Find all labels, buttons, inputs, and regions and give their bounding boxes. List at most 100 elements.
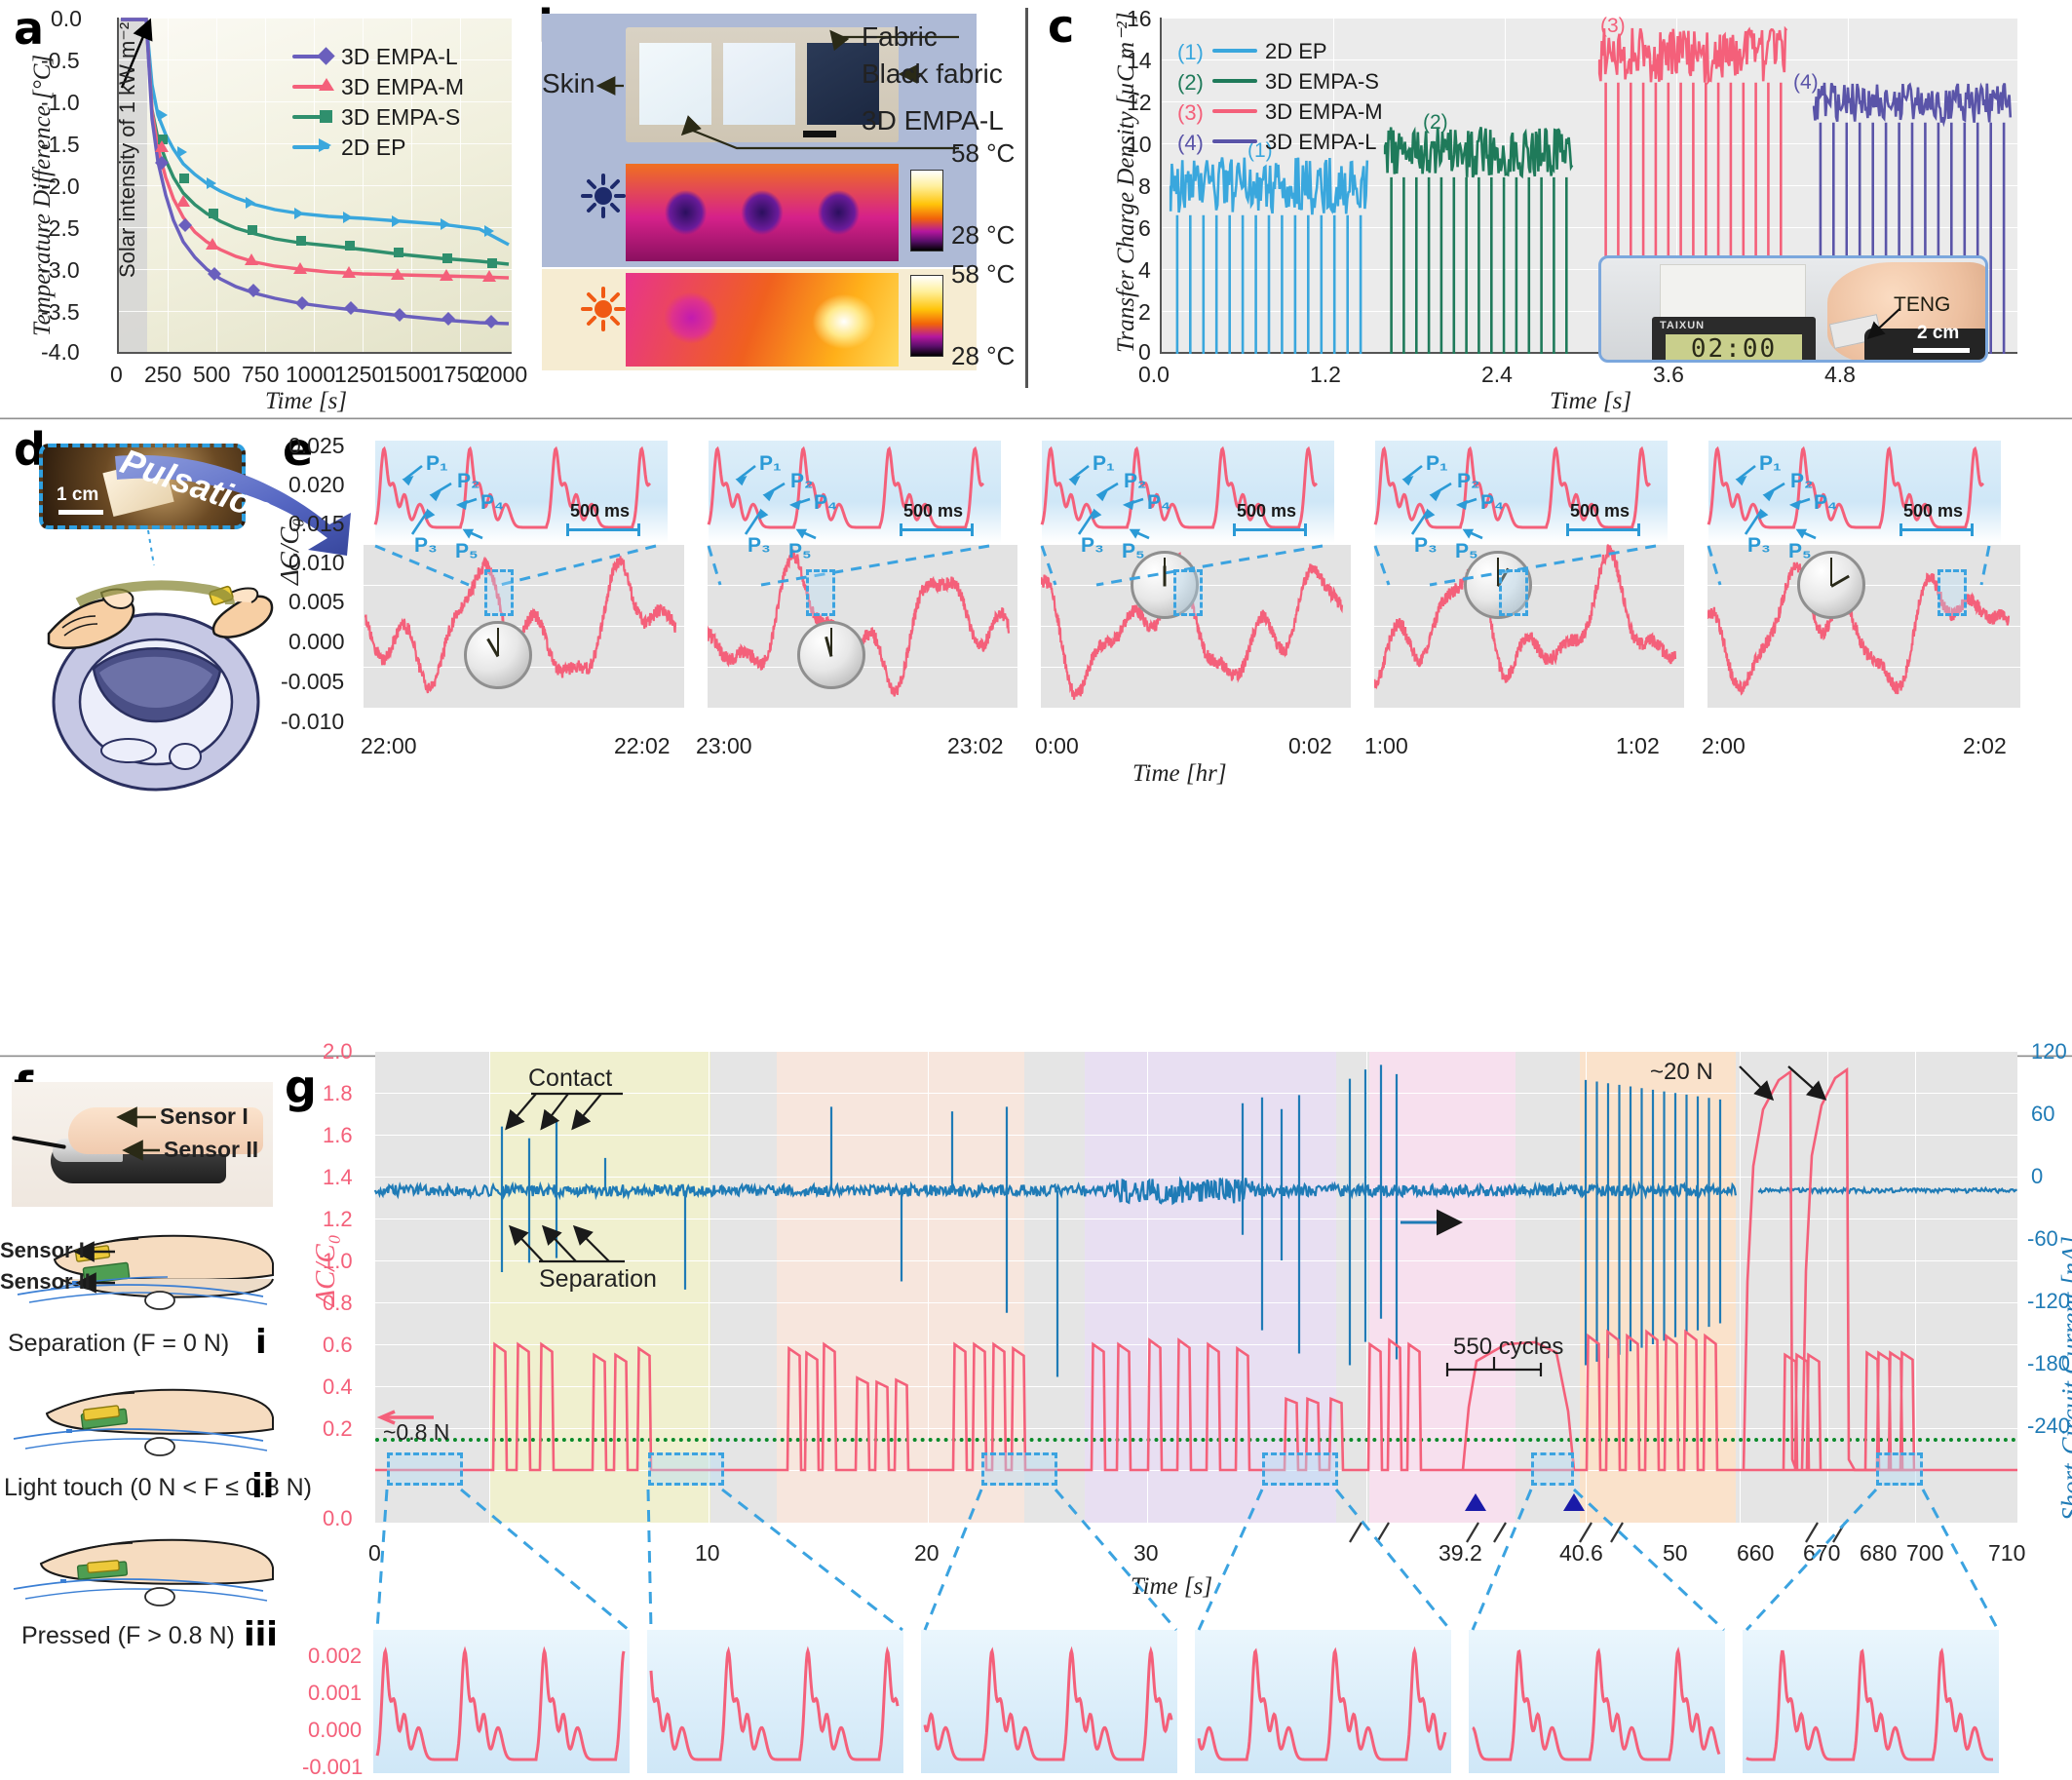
thermal-image-indoor (626, 164, 899, 261)
panel-e-xtick-2b: 0:02 (1288, 733, 1332, 758)
panel-c-group-tag-3: (3) (1600, 15, 1626, 37)
panel-g-left-ytick-10: 0.0 (323, 1506, 353, 1530)
panel-b-label-skin: Skin (542, 68, 595, 98)
panel-g-plot-area: Contact Separation ~0.8 N 550 cycles ~20… (373, 1051, 2017, 1523)
panel-c-xtick-3: 3.6 (1653, 362, 1684, 387)
panel-g-inset-3 (921, 1630, 1177, 1773)
panel-e-ytick-1: 0.020 (288, 472, 345, 497)
panel-c-ylabel: Transfer Charge Density [µC m⁻²] (1113, 12, 1139, 353)
panel-e-xtick-3b: 1:02 (1616, 733, 1660, 758)
panel-f-roman-iii: iii (244, 1615, 278, 1654)
panel-g-annotation-threshold: ~0.8 N (383, 1419, 450, 1445)
panel-g-inset-1 (373, 1630, 630, 1773)
panel-b-label-fabric: Fabric (862, 21, 938, 52)
panel-e-gap-3 (1351, 544, 1374, 708)
panel-e-xtick-1b: 23:02 (947, 733, 1004, 758)
panel-c-ytick-4: 8 (1138, 174, 1151, 199)
panel-b-indoor-thermal-band (542, 160, 977, 267)
panel-c-legend-tag-2: (2) (1177, 70, 1204, 95)
panel-e-xtick-4a: 2:00 (1702, 733, 1746, 758)
clock-face-2 (797, 621, 865, 689)
panel-e-scalebar-cap-left (566, 523, 569, 536)
panel-e-ytick-6: -0.005 (281, 669, 345, 694)
panel-f-sketch-leaders (73, 1241, 115, 1294)
panel-f-caption-ii: Light touch (0 N < F ≤ 0.8 N) (4, 1474, 312, 1501)
panel-e-peak-label-2: P₂ (1457, 470, 1480, 492)
panel-e-peak-label-2: P₂ (790, 470, 814, 492)
scale-bar (803, 131, 836, 137)
panel-e-ylabel: ΔC/C₀ (275, 518, 304, 585)
panel-e-peak-label-3: P₃ (1081, 534, 1104, 557)
section-divider-1 (0, 417, 2072, 420)
panel-e-xtick-1a: 23:00 (696, 733, 752, 758)
panel-a-ytick-4: -2.0 (41, 174, 80, 199)
panel-c-xtick-0: 0.0 (1138, 362, 1170, 387)
panel-c-legend-line-2 (1212, 79, 1257, 83)
moon-sun-indoor-icon (581, 174, 626, 218)
panel-g-left-ytick-1: 1.8 (323, 1081, 353, 1105)
panel-c-legend-label-4: 3D EMPA-L (1265, 130, 1377, 154)
panel-c-xtick-2: 2.4 (1481, 362, 1513, 387)
panel-e-peak-arrows (1401, 464, 1483, 540)
panel-a-ytick-1: -0.5 (41, 48, 80, 73)
panel-g-inset-ytick-2: 0.000 (308, 1718, 363, 1742)
teng-inset-label: TENG (1894, 293, 1951, 316)
colorbar-indoor (910, 170, 943, 252)
panel-c-group-tag-2: (2) (1423, 111, 1448, 134)
panel-e-ytick-0: 0.025 (288, 433, 345, 458)
panel-g-right-ylabel: Short-Circuit Current [nA] (2056, 1235, 2072, 1521)
panel-a-curves (121, 18, 510, 329)
panel-e-peak-label-2: P₂ (1790, 470, 1814, 492)
photo-scalebar-label: 1 cm (57, 484, 99, 505)
legend-label-empa-l: 3D EMPA-L (341, 44, 458, 69)
panel-e-peak-label-5: P₅ (788, 540, 812, 562)
panel-g-left-ytick-8: 0.4 (323, 1374, 353, 1399)
panel-g-left-ytick-9: 0.2 (323, 1416, 353, 1441)
panel-a-preheat-shade (119, 18, 147, 352)
panel-e-scalebar (1233, 528, 1307, 531)
panel-e-peak-label-5: P₅ (455, 540, 479, 562)
panel-e-peak-label-1: P₁ (1093, 452, 1115, 475)
panel-e-peak-label-3: P₃ (1747, 534, 1771, 557)
panel-e-zoom-box-3 (1173, 569, 1203, 616)
panel-f-mouse-photo (12, 1082, 273, 1207)
panel-e-scalebar (1899, 528, 1974, 531)
sample-fabric-patch (723, 43, 795, 125)
panel-g-inset-ytick-3: -0.001 (302, 1755, 364, 1779)
panel-b-label-black-fabric: Black fabric (862, 58, 1003, 89)
panel-a-xtick-0: 0 (110, 362, 123, 387)
marker-triangle-1 (1465, 1493, 1486, 1511)
panel-e-peak-arrows (402, 464, 483, 540)
panel-g-right-ytick-4: -120 (2027, 1289, 2071, 1313)
panel-e-peak-label-2: P₂ (457, 470, 480, 492)
panel-e-inset-waveforms (373, 445, 1985, 529)
panel-g-left-ylabel: ΔC/C₀ (310, 1234, 341, 1306)
panel-f-caption-iii: Pressed (F > 0.8 N) (21, 1622, 235, 1649)
panel-b-leader-lines (595, 29, 959, 150)
panel-g-right-ytick-5: -180 (2027, 1351, 2071, 1375)
zoom-box-1 (387, 1452, 463, 1486)
timer-display: 02:00 (1666, 334, 1802, 360)
panel-e-scalebar-cap-right (971, 523, 974, 536)
panel-c-legend-line-3 (1212, 109, 1257, 113)
panel-e-peak-label-1: P₁ (1759, 452, 1782, 475)
panel-e-zoom-box-5 (1938, 569, 1967, 616)
panel-e-ytick-5: 0.000 (288, 629, 345, 654)
zoom-box-4 (1262, 1452, 1338, 1486)
panel-e-scalebar-cap-right (1971, 523, 1974, 536)
panel-a-plot-area: 3D EMPA-L 3D EMPA-M 3D EMPA-S 2D EP (117, 18, 512, 354)
thermal-image-outdoor (626, 273, 899, 367)
panel-e-peak-label-5: P₅ (1122, 540, 1145, 562)
panel-a-letter: a (14, 2, 45, 55)
panel-a-ytick-6: -3.0 (41, 257, 80, 283)
inset-scalebar-label: 2 cm (1917, 323, 1960, 343)
panel-e-peak-label-1: P₁ (1426, 452, 1448, 475)
panel-a-ytick-3: -1.5 (41, 132, 80, 157)
panel-g-axis-breaks (1349, 1522, 1846, 1543)
panel-c-xlabel: Time [s] (1550, 388, 1632, 414)
panel-f-roman-i: i (255, 1323, 267, 1362)
panel-e-zoom-connectors (374, 544, 1991, 587)
panel-e-gap-4 (1684, 544, 1707, 708)
legend-line-2d-ep (292, 145, 329, 149)
panel-e-peak-arrows (735, 464, 817, 540)
